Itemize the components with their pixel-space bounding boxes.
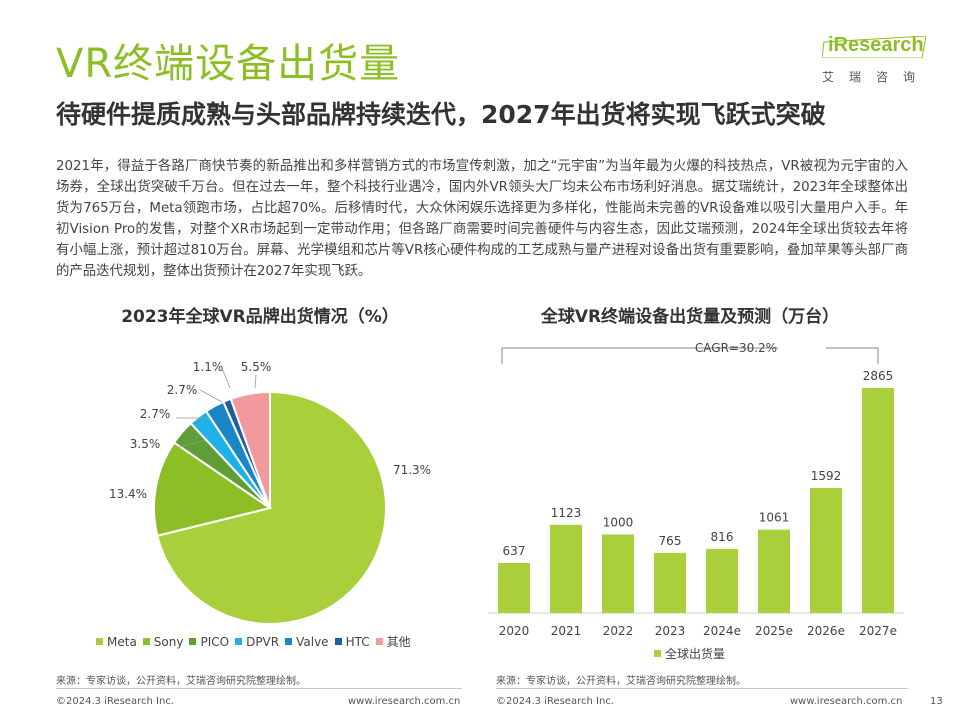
- page-subtitle: 待硬件提质成熟与头部品牌持续迭代，2027年出货将实现飞跃式突破: [56, 100, 826, 129]
- x-tick-label: 2023: [655, 624, 686, 638]
- legend-label: 其他: [386, 635, 411, 649]
- legend-swatch: [142, 638, 150, 645]
- source-note-right: 来源：专家访谈，公开资料，艾瑞咨询研究院整理绘制。: [496, 676, 746, 687]
- x-tick-label: 2020: [499, 624, 530, 638]
- page-title: VR终端设备出货量: [56, 41, 401, 87]
- bar-value-label: 1000: [603, 515, 634, 529]
- legend-swatch: [334, 638, 342, 645]
- bar-2023: [654, 552, 686, 613]
- bar-value-label: 1061: [759, 511, 790, 525]
- x-tick-label: 2021: [551, 624, 582, 638]
- footer-copyright-right: ©2024.3 iResearch Inc.: [496, 696, 614, 707]
- legend-swatch: [235, 638, 243, 645]
- iresearch-logo: iResearch 艾瑞咨询: [820, 30, 930, 86]
- bar-value-label: 637: [503, 544, 526, 558]
- legend-swatch: [375, 638, 383, 645]
- source-note-left: 来源：专家访谈，公开资料，艾瑞咨询研究院整理绘制。: [56, 676, 306, 687]
- bar-2027e: [862, 388, 894, 613]
- bar-2025e: [758, 529, 790, 613]
- legend-label: Valve: [296, 635, 329, 649]
- footer-divider-right: [496, 688, 908, 689]
- pie-data-label: 1.1%: [193, 360, 224, 374]
- bar-value-label: 765: [659, 534, 682, 548]
- bar-legend-label: 全球出货量: [665, 647, 726, 661]
- pie-leader-line: [221, 367, 231, 389]
- pie-data-label: 71.3%: [393, 463, 431, 477]
- bar-value-label: 816: [711, 530, 734, 544]
- footer-copyright-left: ©2024.3 iResearch Inc.: [56, 696, 174, 707]
- x-tick-label: 2022: [603, 624, 634, 638]
- pie-legend-item: Valve: [285, 635, 329, 649]
- pie-data-label: 2.7%: [167, 383, 198, 397]
- legend-label: Meta: [107, 635, 137, 649]
- pie-data-label: 2.7%: [140, 407, 171, 421]
- bar-legend-swatch: [654, 650, 661, 657]
- footer-divider-left: [56, 688, 462, 689]
- logo-text: iResearch: [828, 34, 924, 56]
- bar-chart: 637 2020 1123 2021 1000 2022 765 2023 816 2024e 10…: [488, 341, 904, 638]
- cagr-bracket: [501, 347, 879, 364]
- legend-label: PICO: [200, 635, 230, 649]
- pie-slice-other: [229, 390, 271, 509]
- pie-legend-item: HTC: [334, 635, 370, 649]
- footer-url-left: www.iresearch.com.cn: [348, 696, 461, 707]
- pie-data-label: 5.5%: [241, 360, 272, 374]
- pie-chart-title: 2023年全球VR品牌出货情况（%）: [121, 307, 399, 327]
- pie-legend-item: PICO: [189, 635, 229, 649]
- legend-swatch: [96, 638, 103, 645]
- pie-chart: 71.3% 13.4% 3.5% 2.7% 2.7% 1.1% 5.5%: [109, 360, 431, 625]
- bar-2024e: [706, 548, 738, 613]
- bar-value-label: 1592: [811, 469, 842, 483]
- pie-leader-line: [175, 439, 206, 449]
- page-number: 13: [930, 696, 943, 707]
- pie-legend-item: Meta: [96, 635, 137, 649]
- pie-legend-item: 其他: [375, 633, 411, 650]
- pie-legend: Meta Sony PICO DPVR Valve HTC 其他: [96, 633, 476, 651]
- x-tick-label: 2027e: [859, 624, 897, 638]
- footer-url-right: www.iresearch.com.cn: [790, 696, 903, 707]
- legend-label: DPVR: [246, 635, 280, 649]
- legend-swatch: [285, 638, 293, 645]
- pie-leader-line: [254, 374, 257, 389]
- pie-data-label: 3.5%: [130, 437, 161, 451]
- cagr-annotation: CAGR=30.2%: [695, 341, 777, 355]
- logo-shape-icon: [822, 36, 926, 58]
- pie-data-label: 13.4%: [109, 487, 147, 501]
- bar-legend: 全球出货量: [654, 645, 725, 662]
- bar-value-label: 1123: [551, 506, 582, 520]
- x-tick-label: 2024e: [703, 624, 741, 638]
- legend-label: HTC: [345, 635, 370, 649]
- pie-slice-sony: [153, 441, 273, 537]
- x-tick-label: 2025e: [755, 624, 793, 638]
- bar-value-label: 2865: [863, 369, 894, 383]
- legend-label: Sony: [153, 635, 184, 649]
- bar-chart-title: 全球VR终端设备出货量及预测（万台）: [540, 307, 840, 327]
- bar-2026e: [810, 487, 842, 613]
- bar-2020: [498, 562, 530, 613]
- body-paragraph: 2021年，得益于各路厂商快节奏的新品推出和多样营销方式的市场宣传刺激，加之“元…: [56, 159, 908, 279]
- pie-legend-item: Sony: [142, 635, 184, 649]
- logo-chinese-text: 艾瑞咨询: [822, 70, 931, 84]
- pie-legend-item: DPVR: [235, 635, 279, 649]
- bar-2021: [550, 524, 582, 613]
- bar-2022: [602, 534, 634, 613]
- pie-leader-line: [199, 389, 223, 403]
- x-tick-label: 2026e: [807, 624, 845, 638]
- legend-swatch: [189, 638, 197, 645]
